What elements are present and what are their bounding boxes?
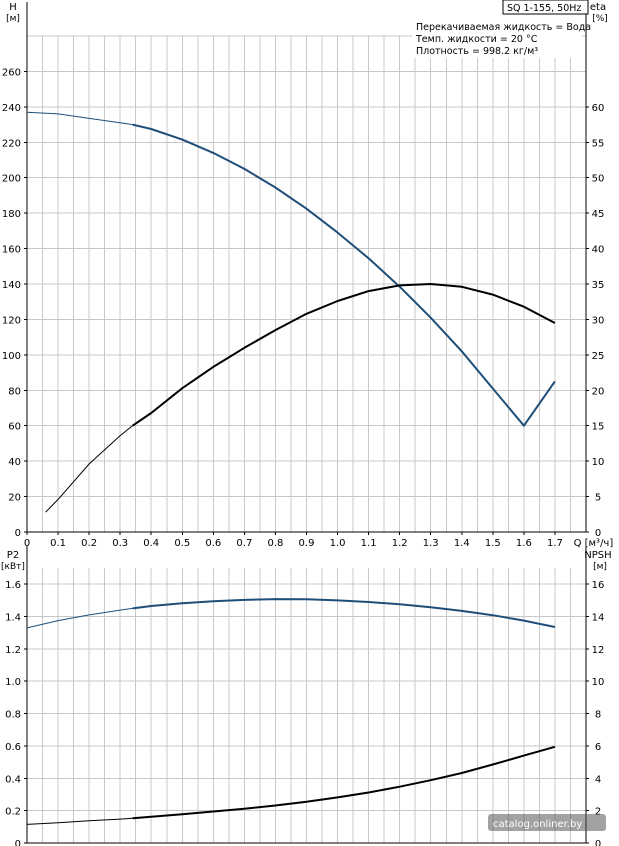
y-left-tick-label: 80 <box>8 386 21 397</box>
y-right-axis-title: eta <box>590 2 606 13</box>
y-right-tick-label: 50 <box>592 174 605 185</box>
y-right-tick-label: 0 <box>595 839 601 846</box>
x-tick-label: 1.6 <box>516 538 532 549</box>
x-tick-label: 0.1 <box>50 538 66 549</box>
y-left-axis-unit: [м] <box>6 14 20 24</box>
y-left-tick-label: 100 <box>2 351 21 362</box>
y-right-tick-label: 6 <box>595 742 601 753</box>
x-tick-label: 0.8 <box>267 538 283 549</box>
y-left-tick-label: 40 <box>8 457 21 468</box>
x-tick-label: 0.4 <box>143 538 159 549</box>
curve-series-1-0-extension <box>26 607 133 629</box>
y-right-tick-label: 20 <box>592 386 605 397</box>
y-right-axis-title: NPSH <box>584 550 611 561</box>
y-left-tick-label: 1.4 <box>5 613 21 624</box>
y-left-tick-label: 1.0 <box>5 677 21 688</box>
y-left-tick-label: 200 <box>2 174 21 185</box>
y-right-axis-unit: [м] <box>593 562 607 572</box>
x-tick-label: 1.4 <box>454 538 470 549</box>
curves-layer <box>26 111 556 825</box>
y-left-axis-title: P2 <box>7 550 19 561</box>
y-left-tick-label: 240 <box>2 103 21 114</box>
model-label: SQ 1-155, 50Hz <box>507 3 581 14</box>
x-tick-label: 1.1 <box>361 538 377 549</box>
y-right-tick-label: 10 <box>592 677 605 688</box>
y-left-tick-label: 120 <box>2 315 21 326</box>
x-tick-label: 1.7 <box>547 538 563 549</box>
axes-layer <box>24 2 589 844</box>
y-left-tick-label: 1.2 <box>5 645 21 656</box>
y-left-tick-label: 0.2 <box>5 807 21 818</box>
curve-series-1-1-extension <box>26 817 133 825</box>
y-right-tick-label: 10 <box>592 457 605 468</box>
y-right-tick-label: 14 <box>592 613 605 624</box>
curve-series-1-0 <box>132 598 556 628</box>
x-tick-label: 0.3 <box>112 538 128 549</box>
x-tick-label: 0.7 <box>236 538 252 549</box>
y-left-tick-label: 260 <box>2 67 21 78</box>
y-right-tick-label: 55 <box>592 138 605 149</box>
x-tick-label: 1.5 <box>485 538 501 549</box>
y-right-tick-label: 12 <box>592 645 605 656</box>
curve-series-1-1 <box>132 745 556 820</box>
y-right-tick-label: 40 <box>592 245 605 256</box>
x-tick-label: 0.9 <box>299 538 315 549</box>
y-right-tick-label: 5 <box>595 493 601 504</box>
watermark-background <box>488 814 606 831</box>
x-tick-label: 1.3 <box>423 538 439 549</box>
watermark: catalog.onliner.by <box>493 819 582 830</box>
y-right-tick-label: 60 <box>592 103 605 114</box>
x-tick-label: 0.2 <box>81 538 97 549</box>
fluid-info-line-2: Темп. жидкости = 20 °C <box>415 34 538 45</box>
fluid-info-line-3: Плотность = 998.2 кг/м³ <box>416 46 538 57</box>
y-right-axis-unit: [%] <box>592 14 608 24</box>
x-tick-label: 0.5 <box>174 538 190 549</box>
y-left-tick-label: 0 <box>15 839 21 846</box>
y-right-tick-label: 8 <box>595 710 601 721</box>
y-right-tick-label: 30 <box>592 315 605 326</box>
y-right-tick-label: 15 <box>592 422 605 433</box>
y-right-tick-label: 0 <box>595 528 601 539</box>
y-left-tick-label: 160 <box>2 245 21 256</box>
x-tick-label: 1.2 <box>392 538 408 549</box>
y-left-tick-label: 60 <box>8 422 21 433</box>
curve-series-0-0 <box>132 123 556 427</box>
x-tick-label: 0 <box>24 538 30 549</box>
y-left-tick-label: 20 <box>8 493 21 504</box>
y-left-tick-label: 220 <box>2 138 21 149</box>
y-right-tick-label: 45 <box>592 209 605 220</box>
curve-series-0-1 <box>132 283 556 427</box>
y-left-tick-label: 0 <box>15 528 21 539</box>
y-left-tick-label: 0.4 <box>5 774 21 785</box>
y-left-tick-label: 0.8 <box>5 710 21 721</box>
x-axis-title: Q [м³/ч] <box>574 538 614 549</box>
x-tick-label: 1.0 <box>330 538 346 549</box>
curve-series-0-0-extension <box>26 111 133 126</box>
y-left-axis-title: H <box>9 2 17 13</box>
x-tick-label: 0.6 <box>205 538 221 549</box>
y-left-tick-label: 180 <box>2 209 21 220</box>
grid-layer <box>27 35 586 843</box>
y-right-tick-label: 35 <box>592 280 605 291</box>
y-left-axis-unit: [кВт] <box>1 562 25 572</box>
fluid-info-line-1: Перекачиваемая жидкость = Вода <box>416 22 591 33</box>
y-right-tick-label: 25 <box>592 351 605 362</box>
y-right-tick-label: 2 <box>595 807 601 818</box>
y-left-tick-label: 1.6 <box>5 580 21 591</box>
curve-series-0-1-extension <box>45 425 133 513</box>
y-right-tick-label: 4 <box>595 774 601 785</box>
model-label-box <box>502 0 589 15</box>
y-right-tick-label: 16 <box>592 580 605 591</box>
y-left-tick-label: 0.6 <box>5 742 21 753</box>
fluid-info-background <box>412 18 582 58</box>
y-left-tick-label: 140 <box>2 280 21 291</box>
